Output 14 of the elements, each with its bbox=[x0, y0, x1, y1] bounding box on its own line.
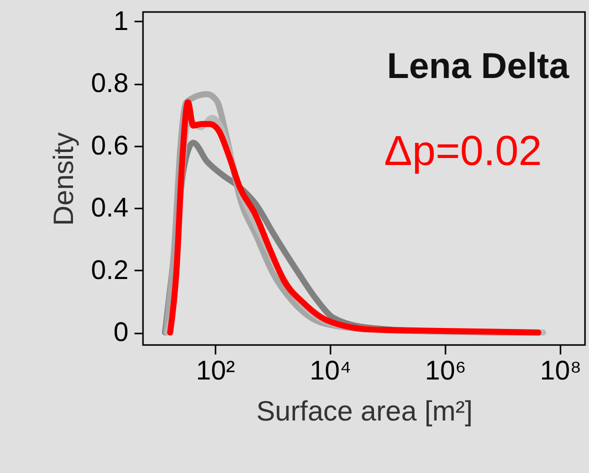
y-tick-label: 0 bbox=[113, 317, 128, 348]
y-tick-label: 0.8 bbox=[90, 68, 128, 98]
x-tick-label: 10⁶ bbox=[425, 356, 466, 386]
y-tick-label: 1 bbox=[113, 6, 128, 36]
x-tick-label: 10² bbox=[196, 356, 236, 386]
x-tick-label: 10⁸ bbox=[540, 356, 582, 386]
annotation: Δp=0.02 bbox=[384, 127, 542, 174]
x-tick-label: 10⁴ bbox=[310, 356, 352, 386]
x-axis-title: Surface area [m²] bbox=[256, 396, 473, 426]
y-tick-label: 0.4 bbox=[90, 192, 128, 223]
y-tick-label: 0.2 bbox=[90, 254, 128, 285]
annotation: Lena Delta bbox=[386, 45, 570, 86]
y-tick-label: 0.6 bbox=[90, 130, 128, 160]
y-axis-title: Density bbox=[48, 132, 79, 226]
